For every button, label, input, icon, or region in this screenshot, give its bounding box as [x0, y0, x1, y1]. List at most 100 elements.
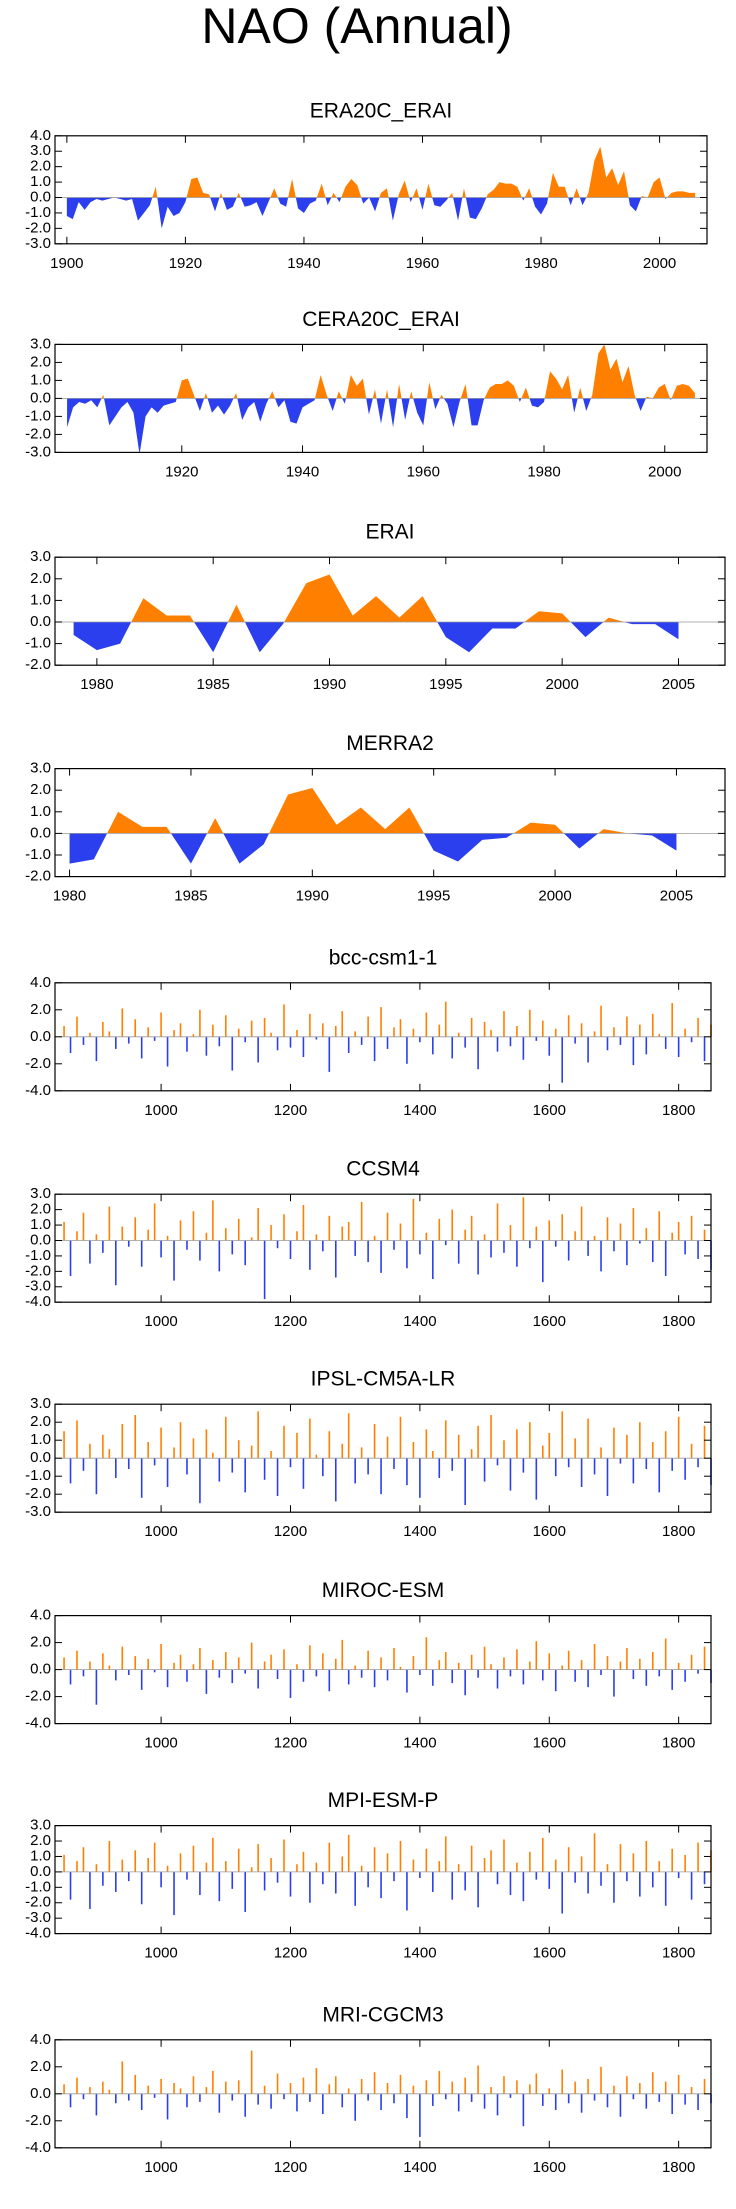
y-tick-label: -2.0 [25, 219, 51, 236]
x-tick-label: 1995 [429, 676, 462, 693]
y-tick-label: 4.0 [30, 1607, 51, 1624]
y-tick-label: -3.0 [25, 235, 51, 252]
y-tick-label: 0.0 [30, 613, 51, 630]
y-tick-label: 0.0 [30, 1231, 51, 1248]
x-tick-label: 1400 [403, 1102, 436, 1119]
x-tick-label: 1800 [662, 1102, 695, 1119]
panel-title: ERA20C_ERAI [310, 99, 452, 122]
plot-frame [54, 767, 726, 878]
y-tick-label: -1.0 [25, 1878, 51, 1895]
x-tick-label: 1960 [407, 463, 440, 480]
x-tick-label: 1990 [296, 888, 329, 905]
y-tick-label: -3.0 [25, 1278, 51, 1295]
plot-frame [54, 1193, 712, 1303]
panel-title: MPI-ESM-P [328, 1789, 439, 1812]
y-tick-label: 1.0 [30, 1216, 51, 1233]
area-positive [73, 574, 679, 623]
x-tick-label: 2000 [538, 888, 571, 905]
y-tick-label: 2.0 [30, 1001, 51, 1018]
y-tick-label: -1.0 [25, 635, 51, 652]
x-tick-label: 1400 [403, 2159, 436, 2176]
x-tick-label: 1985 [197, 676, 230, 693]
panel-title: bcc-csm1-1 [329, 946, 438, 969]
x-tick-label: 1985 [174, 888, 207, 905]
y-tick-label: -1.0 [25, 204, 51, 221]
y-tick-label: -1.0 [25, 1467, 51, 1484]
x-tick-label: 1940 [286, 463, 319, 480]
x-tick-label: 1000 [144, 1523, 177, 1540]
x-tick-label: 1980 [527, 463, 560, 480]
y-tick-label: 0.0 [30, 824, 51, 841]
x-tick-label: 1960 [406, 255, 439, 272]
area-negative [67, 398, 695, 453]
x-tick-label: 1000 [144, 1945, 177, 1962]
x-tick-label: 1800 [662, 1523, 695, 1540]
x-tick-label: 1920 [169, 255, 202, 272]
x-tick-label: 1900 [50, 255, 83, 272]
y-tick-label: 2.0 [30, 570, 51, 587]
x-tick-label: 1400 [403, 1945, 436, 1962]
y-tick-label: -4.0 [25, 1715, 51, 1732]
x-tick-label: 1000 [144, 1313, 177, 1330]
x-tick-label: 1600 [533, 1313, 566, 1330]
y-tick-label: 2.0 [30, 1832, 51, 1849]
x-tick-label: 1920 [165, 463, 198, 480]
panel-title: CERA20C_ERAI [302, 308, 460, 331]
y-tick-label: -1.0 [25, 1247, 51, 1264]
y-tick-label: 1.0 [30, 371, 51, 388]
x-tick-label: 1980 [53, 888, 86, 905]
y-tick-label: 0.0 [30, 389, 51, 406]
y-tick-label: 2.0 [30, 1413, 51, 1430]
x-tick-label: 1600 [533, 1945, 566, 1962]
x-tick-label: 1600 [533, 1523, 566, 1540]
y-tick-label: -2.0 [25, 1262, 51, 1279]
x-tick-label: 1980 [80, 676, 113, 693]
x-tick-label: 1800 [662, 1313, 695, 1330]
x-tick-label: 1000 [144, 1102, 177, 1119]
area-positive [107, 788, 628, 834]
x-tick-label: 2000 [643, 255, 676, 272]
y-tick-label: 2.0 [30, 1201, 51, 1218]
x-tick-label: 1200 [274, 1523, 307, 1540]
y-tick-label: 0.0 [30, 1028, 51, 1045]
y-tick-label: -2.0 [25, 1485, 51, 1502]
y-tick-label: -2.0 [25, 2112, 51, 2129]
y-tick-label: -2.0 [25, 1894, 51, 1911]
y-tick-label: -1.0 [25, 846, 51, 863]
y-tick-label: 2.0 [30, 1634, 51, 1651]
y-tick-label: -3.0 [25, 1909, 51, 1926]
y-tick-label: 3.0 [30, 1817, 51, 1834]
x-tick-label: 1600 [533, 1102, 566, 1119]
y-tick-label: 4.0 [30, 974, 51, 991]
y-tick-label: 1.0 [30, 1847, 51, 1864]
y-tick-label: -2.0 [25, 868, 51, 885]
x-tick-label: 1980 [524, 255, 557, 272]
panel-title: MIROC-ESM [322, 1579, 445, 1602]
y-tick-label: 4.0 [30, 127, 51, 144]
y-tick-label: 2.0 [30, 158, 51, 175]
x-tick-label: 1200 [274, 1313, 307, 1330]
y-tick-label: 1.0 [30, 803, 51, 820]
x-tick-label: 1800 [662, 1735, 695, 1752]
y-tick-label: 4.0 [30, 2031, 51, 2048]
x-tick-label: 1995 [417, 888, 450, 905]
x-tick-label: 1940 [287, 255, 320, 272]
x-tick-label: 1400 [403, 1523, 436, 1540]
y-tick-label: -2.0 [25, 425, 51, 442]
y-tick-label: 0.0 [30, 188, 51, 205]
x-tick-label: 1990 [313, 676, 346, 693]
plot-frame [54, 135, 708, 245]
panel-title: IPSL-CM5A-LR [311, 1368, 456, 1391]
y-tick-label: 1.0 [30, 173, 51, 190]
panel-title: MERRA2 [346, 732, 434, 755]
y-tick-label: 1.0 [30, 591, 51, 608]
panel-title: CCSM4 [346, 1158, 420, 1181]
x-tick-label: 1200 [274, 1102, 307, 1119]
x-tick-label: 1800 [662, 2159, 695, 2176]
y-tick-label: 0.0 [30, 1863, 51, 1880]
y-tick-label: -1.0 [25, 407, 51, 424]
panel-title: ERAI [365, 521, 414, 544]
y-tick-label: -4.0 [25, 2139, 51, 2156]
x-tick-label: 2000 [648, 463, 681, 480]
